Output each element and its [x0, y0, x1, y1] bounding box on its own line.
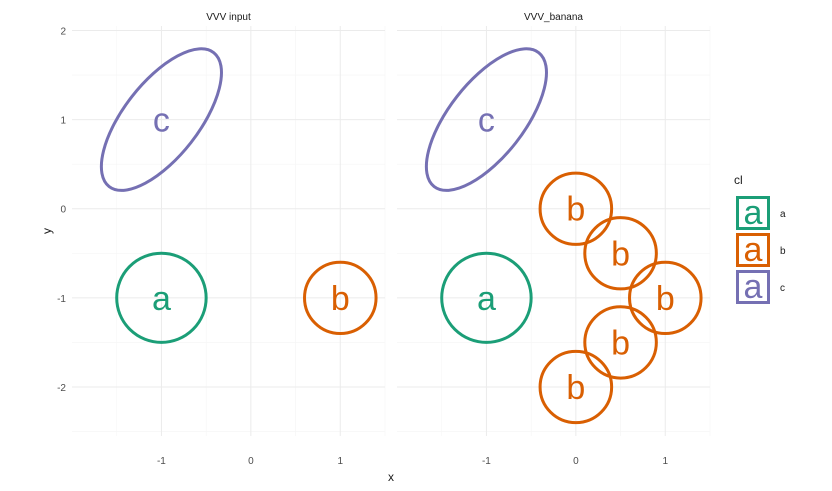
legend-glyph: a — [744, 268, 763, 306]
legend: cl a aa ba c — [734, 173, 786, 306]
point-label-b: b — [566, 369, 585, 407]
y-axis-title: y — [40, 228, 54, 234]
ellipse-a — [115, 251, 208, 344]
ellipse-b — [583, 216, 658, 291]
point-label-a: a — [477, 280, 496, 318]
axes: x y -1 0 1 -1 0 1 -2 -1 0 1 2 — [40, 26, 669, 484]
legend-glyph: a — [744, 231, 763, 269]
panel-1: VVV input a b c — [72, 12, 386, 436]
legend-label-b: b — [780, 246, 786, 257]
legend-glyph: a — [744, 194, 763, 232]
x-tick-label: -1 — [157, 456, 166, 467]
point-label-c: c — [153, 102, 170, 140]
panel-title: VVV_banana — [524, 12, 583, 23]
ellipse-c — [99, 47, 223, 192]
point-label-c: c — [478, 102, 495, 140]
ellipse-b — [303, 260, 378, 336]
x-axis-title: x — [388, 470, 394, 484]
legend-label-c: c — [780, 283, 785, 294]
y-tick-label: -2 — [57, 383, 66, 394]
legend-key-c — [736, 270, 770, 304]
x-tick-label: 1 — [338, 456, 344, 467]
point-label-b: b — [656, 280, 675, 318]
ellipse-c — [424, 47, 548, 192]
ellipse-b — [538, 171, 614, 246]
x-tick-label: 1 — [663, 456, 669, 467]
x-tick-label: -1 — [482, 456, 491, 467]
legend-key-b — [736, 233, 770, 267]
legend-label-a: a — [780, 209, 786, 220]
point-label-b: b — [331, 280, 350, 318]
x-tick-label: 0 — [573, 456, 579, 467]
point-label-b: b — [566, 191, 585, 229]
legend-title: cl — [734, 173, 743, 187]
point-label-b: b — [611, 235, 630, 273]
y-tick-label: 2 — [60, 26, 66, 37]
ellipse-b — [583, 305, 658, 380]
panel-title: VVV input — [206, 12, 251, 23]
ellipse-b — [538, 349, 614, 425]
x-tick-label: 0 — [248, 456, 254, 467]
point-label-a: a — [152, 280, 171, 318]
y-tick-label: 0 — [60, 205, 66, 216]
ellipse-b — [628, 260, 703, 336]
y-tick-label: 1 — [60, 116, 66, 127]
point-label-b: b — [611, 324, 630, 362]
y-tick-label: -1 — [57, 294, 66, 305]
legend-key-a — [736, 196, 770, 230]
ellipse-a — [440, 251, 533, 344]
